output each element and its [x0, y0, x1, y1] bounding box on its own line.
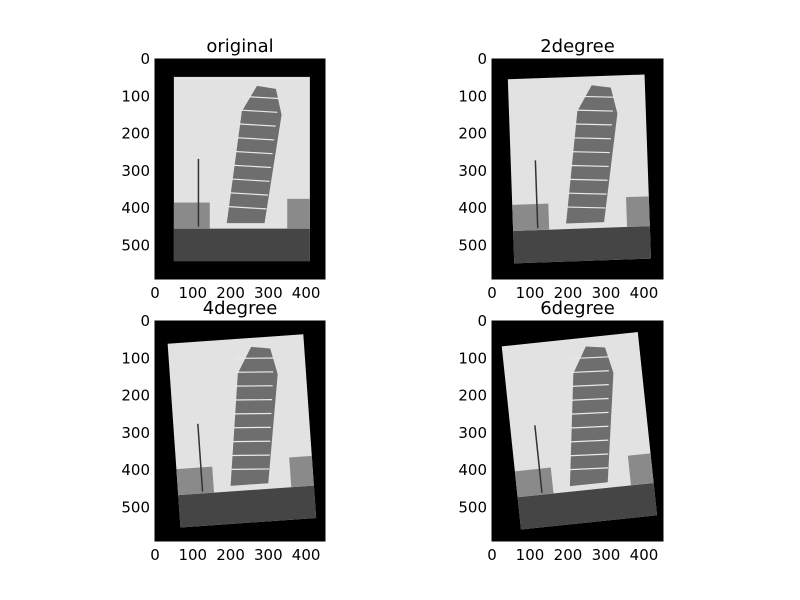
photo-pole	[197, 423, 204, 492]
y-tick-label: 500	[121, 498, 150, 516]
axes-frame	[154, 320, 326, 542]
subplot-title: 4degree	[203, 298, 278, 319]
y-tick-label: 400	[121, 461, 150, 479]
subplot-3: 4degree 0 100 200 300 400 0 100 200 300 400 500	[121, 298, 326, 564]
x-tick-label: 0	[487, 284, 497, 302]
x-tick-label: 200	[554, 284, 583, 302]
photo-1	[173, 76, 310, 262]
y-tick-label: 100	[458, 87, 487, 105]
photo-pole	[197, 158, 200, 227]
photo-3	[167, 334, 317, 528]
x-tick-label: 200	[216, 546, 245, 564]
y-tick-label: 300	[121, 424, 150, 442]
photo-tower	[566, 85, 618, 224]
axes-frame	[491, 58, 664, 280]
y-tick-label: 300	[458, 424, 487, 442]
photo-ground	[513, 226, 651, 264]
y-tick-label: 500	[121, 236, 150, 254]
y-tick-label: 400	[121, 199, 150, 217]
x-tick-label: 100	[516, 284, 545, 302]
photo-tower	[230, 346, 278, 486]
subplot-title: 2degree	[540, 36, 615, 57]
x-tick-label: 300	[254, 284, 283, 302]
y-tick-label: 100	[121, 349, 150, 367]
photo-buildings-left	[514, 467, 554, 498]
subplot-4: 6degree 0 100 200 300 400 0 100 200 300 400 500	[458, 298, 664, 564]
y-tick-label: 500	[458, 498, 487, 516]
y-tick-label: 0	[477, 50, 487, 68]
photo-buildings-right	[626, 196, 650, 227]
photo-buildings-right	[287, 198, 310, 229]
photo-tower	[569, 346, 614, 487]
x-tick-label: 300	[592, 546, 621, 564]
x-tick-label: 0	[487, 546, 497, 564]
photo-pole	[534, 160, 539, 229]
y-tick-label: 300	[121, 162, 150, 180]
axes-frame	[491, 320, 664, 542]
y-tick-label: 0	[140, 312, 150, 330]
x-tick-label: 400	[630, 284, 659, 302]
y-tick-label: 200	[121, 387, 150, 405]
photo-ground	[517, 482, 658, 530]
photo-ground	[173, 228, 310, 262]
photo-buildings-left	[176, 466, 215, 496]
y-tick-label: 0	[140, 50, 150, 68]
axes-frame	[154, 58, 326, 280]
x-tick-label: 100	[178, 284, 207, 302]
y-tick-label: 400	[458, 461, 487, 479]
y-tick-label: 500	[458, 236, 487, 254]
x-tick-label: 200	[554, 546, 583, 564]
subplot-2: 2degree 0 100 200 300 400 0 100 200 300 400 500	[458, 36, 664, 302]
subplot-1: original 0 100 200 300 400 0 100 200 300 400 500	[121, 36, 326, 302]
x-tick-label: 300	[254, 546, 283, 564]
photo-tower	[226, 85, 282, 224]
photo-buildings-left	[512, 203, 550, 231]
x-tick-label: 300	[592, 284, 621, 302]
y-tick-label: 400	[458, 199, 487, 217]
x-tick-label: 400	[292, 546, 321, 564]
photo-pole	[534, 425, 543, 493]
subplot-title: original	[206, 36, 273, 57]
photo-ground	[178, 485, 317, 528]
x-tick-label: 0	[150, 546, 160, 564]
x-tick-label: 100	[516, 546, 545, 564]
y-tick-label: 100	[121, 87, 150, 105]
y-tick-label: 100	[458, 349, 487, 367]
y-tick-label: 200	[458, 125, 487, 143]
y-tick-label: 0	[477, 312, 487, 330]
photo-buildings-right	[289, 455, 314, 488]
photo-buildings-left	[173, 202, 210, 229]
photo-2	[507, 74, 651, 264]
x-tick-label: 400	[630, 546, 659, 564]
x-tick-label: 200	[216, 284, 245, 302]
subplot-title: 6degree	[540, 298, 615, 319]
y-tick-label: 300	[458, 162, 487, 180]
x-tick-label: 0	[150, 284, 160, 302]
y-tick-label: 200	[458, 387, 487, 405]
photo-4	[501, 332, 658, 530]
x-tick-label: 100	[178, 546, 207, 564]
y-tick-label: 200	[121, 125, 150, 143]
photo-buildings-right	[627, 453, 654, 486]
x-tick-label: 400	[292, 284, 321, 302]
